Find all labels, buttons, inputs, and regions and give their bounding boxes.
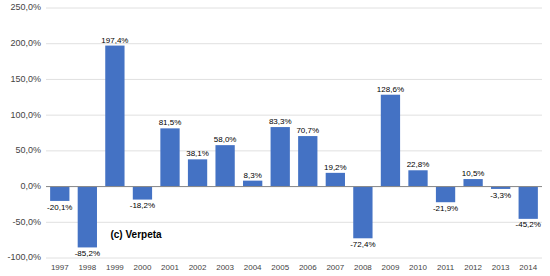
x-tick-label: 2004 bbox=[244, 263, 262, 272]
x-tick-label: 2005 bbox=[271, 263, 289, 272]
y-tick-label: 0,0% bbox=[20, 181, 41, 191]
bar bbox=[105, 46, 124, 187]
data-label: 81,5% bbox=[159, 118, 182, 127]
data-label: 197,4% bbox=[101, 36, 128, 45]
bar bbox=[519, 187, 538, 219]
bar bbox=[326, 173, 345, 187]
x-tick-label: 2012 bbox=[464, 263, 482, 272]
grid-line bbox=[46, 8, 542, 9]
data-label: -20,1% bbox=[47, 203, 72, 212]
data-label: -45,2% bbox=[516, 220, 541, 229]
data-label: -18,2% bbox=[130, 201, 155, 210]
data-label: -72,4% bbox=[350, 240, 375, 249]
bar bbox=[436, 187, 455, 203]
y-tick-label: -100,0% bbox=[7, 252, 41, 262]
data-label: -21,9% bbox=[433, 204, 458, 213]
x-tick-label: 2013 bbox=[492, 263, 510, 272]
bar bbox=[298, 136, 317, 187]
x-tick-label: 2007 bbox=[326, 263, 344, 272]
x-tick-label: 2008 bbox=[354, 263, 372, 272]
y-tick-label: 150,0% bbox=[10, 74, 41, 84]
y-tick-label: -50,0% bbox=[12, 217, 41, 227]
bar bbox=[353, 187, 372, 239]
data-label: 128,6% bbox=[377, 85, 404, 94]
chart-svg: -100,0% -50,0% 0,0% 50,0% 100,0% 150,0% 200,0%… bbox=[0, 0, 550, 276]
data-label: 70,7% bbox=[296, 126, 319, 135]
x-tick-label: 1999 bbox=[106, 263, 124, 272]
data-label: 58,0% bbox=[214, 135, 237, 144]
bar bbox=[463, 179, 482, 187]
data-label: -85,2% bbox=[75, 249, 100, 258]
x-tick-label: 1997 bbox=[51, 263, 69, 272]
watermark: (c) Verpeta bbox=[110, 229, 162, 240]
bar bbox=[133, 187, 152, 200]
data-label: 83,3% bbox=[269, 117, 292, 126]
x-tick-label: 2002 bbox=[189, 263, 207, 272]
bar bbox=[160, 128, 179, 186]
data-label: 8,3% bbox=[244, 171, 262, 180]
chart-container: -100,0% -50,0% 0,0% 50,0% 100,0% 150,0% 200,0%… bbox=[0, 0, 550, 276]
grid-line bbox=[46, 258, 542, 259]
y-tick-label: 250,0% bbox=[10, 2, 41, 12]
bar bbox=[50, 187, 69, 201]
x-tick-label: 2000 bbox=[134, 263, 152, 272]
bar bbox=[78, 187, 97, 248]
bar bbox=[188, 159, 207, 186]
x-tick-label: 2010 bbox=[409, 263, 427, 272]
data-label: 38,1% bbox=[186, 149, 209, 158]
bar bbox=[243, 181, 262, 187]
zero-line bbox=[46, 186, 542, 187]
x-tick-label: 1998 bbox=[78, 263, 96, 272]
x-tick-label: 2011 bbox=[437, 263, 455, 272]
bar bbox=[408, 170, 427, 186]
bars bbox=[50, 46, 538, 248]
data-label: 10,5% bbox=[462, 169, 485, 178]
x-tick-label: 2003 bbox=[216, 263, 234, 272]
x-tick-label: 2001 bbox=[161, 263, 179, 272]
grid-line bbox=[46, 186, 542, 187]
data-label: -3,3% bbox=[490, 191, 511, 200]
y-tick-label: 50,0% bbox=[15, 145, 41, 155]
x-tick-label: 2014 bbox=[519, 263, 537, 272]
grid-line bbox=[46, 222, 542, 223]
x-tick-label: 2006 bbox=[299, 263, 317, 272]
bar bbox=[381, 95, 400, 187]
x-tick-label: 2009 bbox=[382, 263, 400, 272]
y-tick-label: 100,0% bbox=[10, 110, 41, 120]
bar bbox=[271, 127, 290, 187]
y-tick-label: 200,0% bbox=[10, 38, 41, 48]
data-label: 19,2% bbox=[324, 163, 347, 172]
plot-area bbox=[46, 8, 542, 258]
data-label: 22,8% bbox=[407, 160, 430, 169]
bar bbox=[215, 145, 234, 186]
grid bbox=[46, 8, 542, 258]
